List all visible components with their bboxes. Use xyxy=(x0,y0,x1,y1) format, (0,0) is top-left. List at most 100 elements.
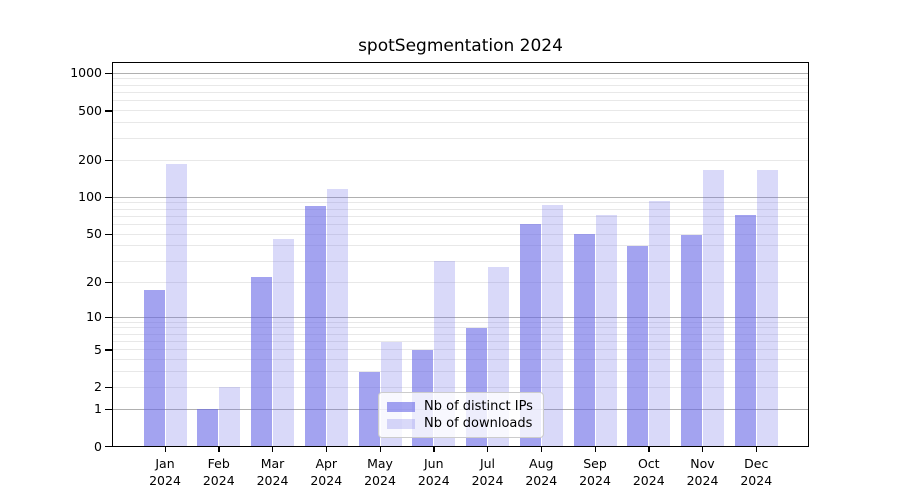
y-tick-100 xyxy=(105,196,112,199)
x-tick-mar xyxy=(272,447,274,452)
x-tick-label-mar: Mar 2024 xyxy=(256,456,289,488)
x-tick-label-may: May 2024 xyxy=(364,456,396,488)
legend-box: Nb of distinct IPs Nb of downloads xyxy=(378,392,544,438)
bar-ips-may xyxy=(358,371,380,446)
bar-downloads-jan xyxy=(165,163,187,446)
y-tick-label-0: 0 xyxy=(94,438,102,454)
y-tick-label-2: 2 xyxy=(94,379,102,395)
x-tick-label-jul: Jul 2024 xyxy=(471,456,504,488)
y-tick-label-500: 500 xyxy=(78,102,102,118)
bar-downloads-apr xyxy=(326,189,348,446)
legend-swatch-downloads xyxy=(387,418,415,429)
x-tick-label-aug: Aug 2024 xyxy=(525,456,558,488)
gridline-major xyxy=(113,72,808,74)
y-tick-0 xyxy=(105,446,112,448)
y-tick-label-5: 5 xyxy=(94,341,102,357)
gridline-minor xyxy=(113,208,808,210)
y-tick-50 xyxy=(105,233,112,235)
gridline-minor xyxy=(113,78,808,80)
gridline-minor xyxy=(113,137,808,139)
x-tick-jul xyxy=(487,447,489,452)
gridline-minor xyxy=(113,341,808,343)
y-tick-1 xyxy=(105,408,112,411)
bar-ips-jan xyxy=(143,290,165,446)
x-tick-feb xyxy=(218,447,220,452)
y-tick-20 xyxy=(105,281,112,283)
x-tick-jun xyxy=(433,447,435,452)
gridline-minor xyxy=(113,359,808,361)
bar-downloads-aug xyxy=(541,204,563,446)
gridline-minor xyxy=(113,224,808,226)
bar-downloads-mar xyxy=(273,238,294,446)
y-tick-label-1: 1 xyxy=(94,401,102,417)
bar-ips-aug xyxy=(519,223,541,446)
bar-ips-nov xyxy=(681,235,702,446)
x-tick-aug xyxy=(540,447,543,452)
x-tick-label-jun: Jun 2024 xyxy=(417,456,450,488)
bar-ips-feb xyxy=(197,409,219,446)
x-tick-dec xyxy=(755,447,758,452)
legend-swatch-distinct-ips xyxy=(387,401,415,412)
bar-ips-oct xyxy=(627,245,649,446)
y-tick-10 xyxy=(105,316,112,318)
gridline-minor xyxy=(113,260,808,262)
bar-ips-dec xyxy=(734,214,756,446)
gridline-minor xyxy=(113,84,808,86)
chart-title: spotSegmentation 2024 xyxy=(358,36,563,56)
y-tick-label-10: 10 xyxy=(86,309,102,325)
gridline-minor xyxy=(113,215,808,217)
gridline-minor xyxy=(113,386,808,388)
x-tick-label-apr: Apr 2024 xyxy=(310,456,343,488)
gridline-minor xyxy=(113,245,808,247)
x-tick-sep xyxy=(594,447,596,452)
bar-downloads-sep xyxy=(595,214,617,446)
gridline-major xyxy=(113,316,808,318)
bar-downloads-dec xyxy=(756,170,778,446)
gridline-minor xyxy=(113,122,808,124)
y-tick-label-200: 200 xyxy=(78,152,102,168)
x-tick-label-jan: Jan 2024 xyxy=(149,456,181,488)
y-tick-label-1000: 1000 xyxy=(70,65,102,81)
x-tick-jan xyxy=(164,447,166,452)
gridline-minor xyxy=(113,321,808,323)
y-tick-5 xyxy=(105,349,112,351)
legend-label-downloads: Nb of downloads xyxy=(424,416,533,431)
gridline-minor xyxy=(113,327,808,329)
x-tick-label-sep: Sep 2024 xyxy=(579,456,611,488)
y-tick-label-50: 50 xyxy=(86,226,102,242)
bar-downloads-nov xyxy=(703,170,724,446)
gridline-minor xyxy=(113,281,808,283)
gridline-minor xyxy=(113,92,808,94)
x-tick-label-feb: Feb 2024 xyxy=(202,456,235,488)
bar-ips-sep xyxy=(573,234,595,446)
legend-item-distinct-ips: Nb of distinct IPs xyxy=(387,398,535,415)
gridline-major xyxy=(113,196,808,198)
x-tick-label-oct: Oct 2024 xyxy=(632,456,665,488)
bar-downloads-oct xyxy=(649,200,671,446)
gridline-minor xyxy=(113,110,808,112)
y-tick-500 xyxy=(105,110,112,112)
gridline-minor xyxy=(113,349,808,351)
bar-ips-apr xyxy=(304,205,326,446)
gridline-minor xyxy=(113,371,808,373)
bar-downloads-feb xyxy=(219,387,241,446)
gridline-minor xyxy=(113,202,808,204)
y-tick-200 xyxy=(105,159,112,161)
y-tick-label-100: 100 xyxy=(78,189,102,205)
y-tick-1000 xyxy=(105,72,112,75)
gridline-minor xyxy=(113,333,808,335)
gridline-minor xyxy=(113,100,808,102)
x-tick-may xyxy=(379,447,381,452)
y-tick-label-20: 20 xyxy=(86,274,102,290)
legend-label-distinct-ips: Nb of distinct IPs xyxy=(424,399,533,414)
gridline-minor xyxy=(113,233,808,235)
x-tick-apr xyxy=(325,447,328,452)
x-tick-nov xyxy=(702,447,704,452)
legend-item-downloads: Nb of downloads xyxy=(387,415,535,432)
x-tick-label-dec: Dec 2024 xyxy=(740,456,773,488)
y-tick-2 xyxy=(105,386,112,389)
x-tick-oct xyxy=(648,447,650,452)
x-tick-label-nov: Nov 2024 xyxy=(686,456,719,488)
bar-ips-mar xyxy=(251,277,272,446)
